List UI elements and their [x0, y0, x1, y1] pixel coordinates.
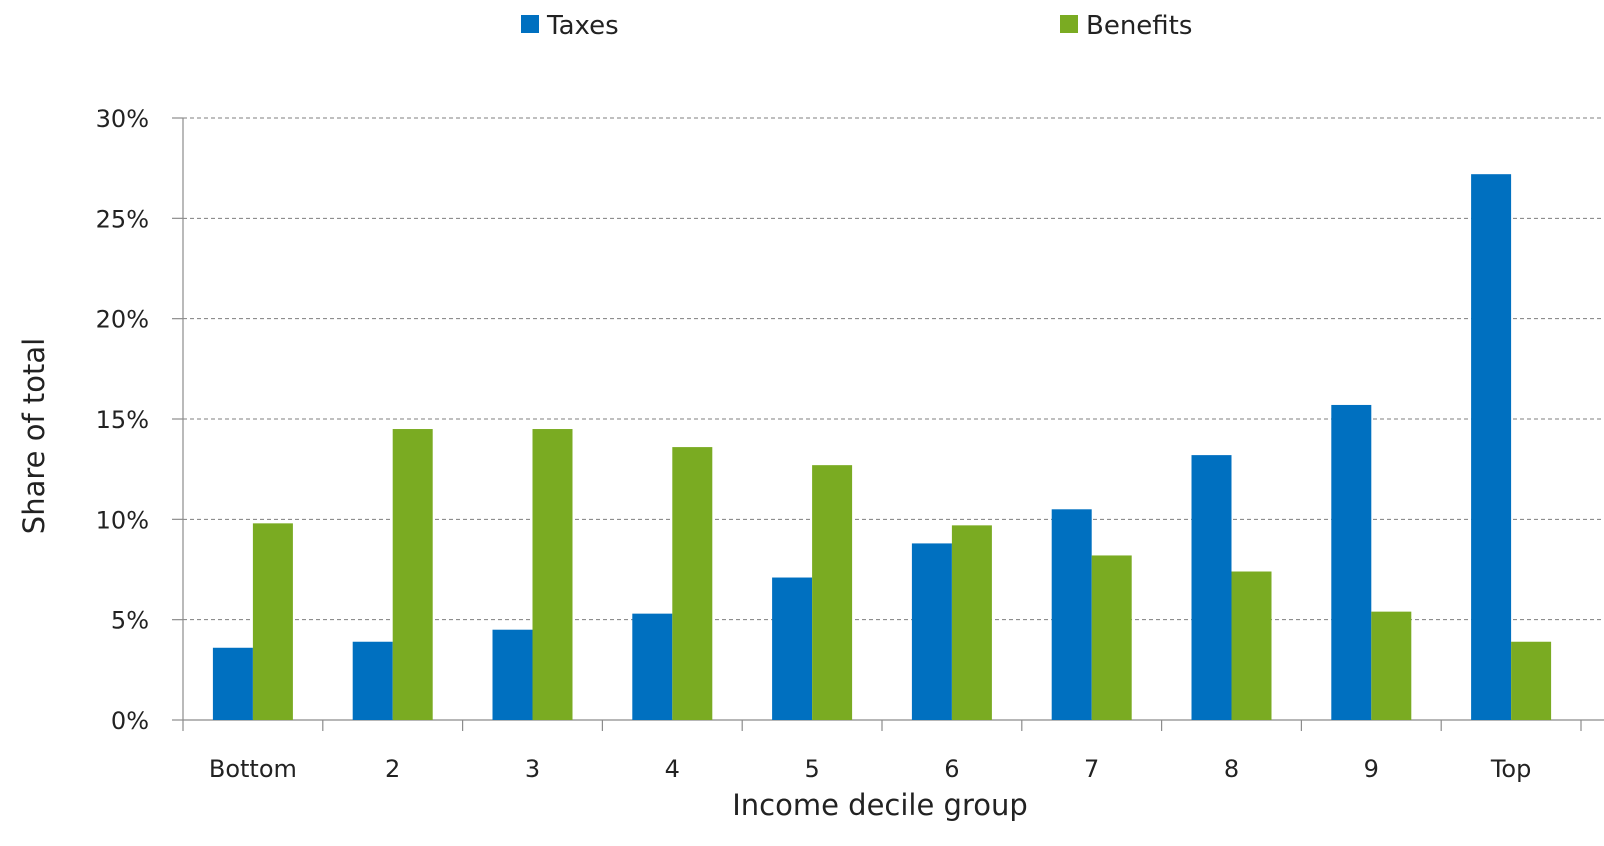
x-tick-label: 6 [944, 755, 959, 783]
y-tick-label: 30% [96, 105, 149, 133]
bars [212, 174, 1552, 721]
x-tick-label: 2 [385, 755, 400, 783]
bar-benefits [532, 429, 573, 720]
y-tick-label: 15% [96, 406, 149, 434]
x-tick-label: Bottom [209, 755, 297, 783]
bar-taxes [1471, 174, 1512, 721]
x-tick-label: 3 [525, 755, 540, 783]
bar-benefits [812, 465, 853, 720]
bar-benefits [1091, 555, 1132, 720]
bar-benefits [252, 523, 293, 720]
bar-benefits [392, 429, 433, 720]
bar-taxes [212, 647, 253, 720]
x-tick-label: 9 [1364, 755, 1379, 783]
bar-taxes [492, 629, 533, 720]
y-axis-title: Share of total [17, 338, 51, 534]
bar-taxes [772, 577, 813, 720]
y-tick-label: 10% [96, 506, 149, 534]
x-tick-label: 5 [804, 755, 819, 783]
legend-label-benefits: Benefits [1086, 11, 1192, 41]
bar-benefits [672, 447, 713, 720]
x-tick-label: Top [1490, 755, 1532, 783]
bar-taxes [632, 613, 673, 720]
bar-taxes [1331, 404, 1372, 720]
y-tick-label: 20% [96, 306, 149, 334]
bar-benefits [1371, 611, 1412, 720]
bar-taxes [1051, 509, 1092, 720]
legend-swatch-benefits [1060, 15, 1078, 33]
x-axis-title: Income decile group [732, 788, 1028, 822]
y-tick-label: 25% [96, 205, 149, 233]
legend-label-taxes: Taxes [546, 11, 619, 41]
tick-labels: 0% 5% 10% 15% 20% 25% 30% Bottom 2 3 4 5 6 7 8 9 Top [96, 105, 1532, 783]
legend-swatch-taxes [521, 15, 539, 33]
bar-taxes [1191, 455, 1232, 720]
x-tick-label: 8 [1224, 755, 1239, 783]
y-tick-label: 5% [111, 607, 149, 635]
y-tick-label: 0% [111, 707, 149, 735]
x-tick-label: 7 [1084, 755, 1099, 783]
bar-taxes [352, 641, 393, 720]
bar-benefits [1231, 571, 1272, 720]
bar-benefits [1511, 641, 1552, 720]
bar-benefits [951, 525, 992, 720]
bar-taxes [911, 543, 952, 720]
x-tick-label: 4 [665, 755, 680, 783]
legend: Taxes Benefits [521, 11, 1192, 41]
